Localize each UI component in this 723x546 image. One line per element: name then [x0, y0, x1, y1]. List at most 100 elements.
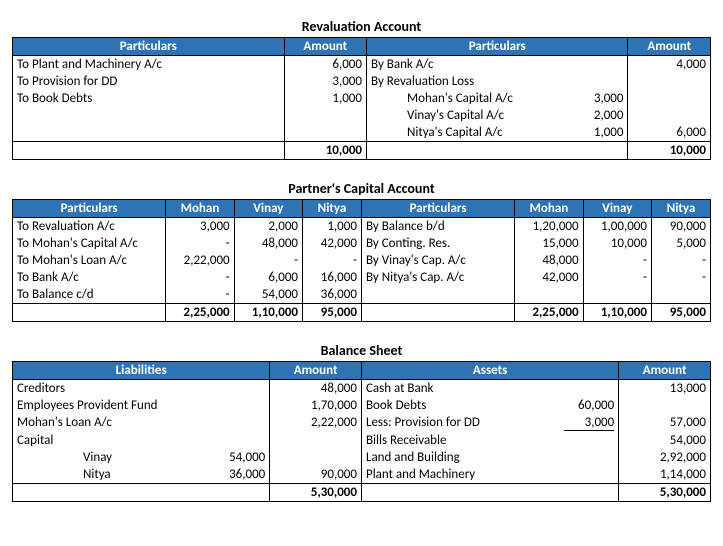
- cell: To Revaluation A/c: [13, 218, 166, 236]
- cell: Plant and Machinery: [361, 466, 551, 484]
- col-particulars: Particulars: [13, 200, 166, 218]
- cell: 1,14,000: [619, 466, 711, 484]
- cell: [270, 432, 362, 449]
- cell: 90,000: [651, 218, 710, 236]
- cell: 42,000: [515, 269, 583, 286]
- cell: By Conting. Res.: [361, 235, 514, 252]
- cell: To Plant and Machinery A/c: [13, 56, 214, 74]
- cell: 60,000: [552, 397, 619, 414]
- cell: [361, 286, 514, 304]
- cell: [552, 380, 619, 398]
- cell: 5,000: [651, 235, 710, 252]
- cell: [583, 286, 651, 304]
- cell: Vinay: [13, 449, 203, 466]
- cell: -: [583, 269, 651, 286]
- cell: -: [651, 252, 710, 269]
- cell: By Bank A/c: [367, 56, 568, 74]
- cell: Mohan's Loan A/c: [13, 414, 203, 432]
- cell: 36,000: [303, 286, 362, 304]
- col-liab: Liabilities: [13, 362, 270, 380]
- cell: 48,000: [270, 380, 362, 398]
- cell: 13,000: [619, 380, 711, 398]
- cell: 48,000: [515, 252, 583, 269]
- cell: 90,000: [270, 466, 362, 484]
- cell: By Nitya's Cap. A/c: [361, 269, 514, 286]
- cell: Mohan's Capital A/c: [367, 90, 568, 107]
- cell: By Vinay's Cap. A/c: [361, 252, 514, 269]
- cell: Land and Building: [361, 449, 551, 466]
- col-amount: Amount: [619, 362, 711, 380]
- capital-title: Partner's Capital Account: [12, 180, 711, 197]
- capital-table: Particulars Mohan Vinay Nitya Particular…: [12, 199, 711, 322]
- col-vinay: Vinay: [234, 200, 302, 218]
- cell: 57,000: [619, 414, 711, 432]
- col-amount: Amount: [270, 362, 362, 380]
- total: 5,30,000: [270, 484, 362, 502]
- revaluation-table: Particulars Amount Particulars Amount To…: [12, 37, 711, 160]
- cell: [651, 286, 710, 304]
- cell: Creditors: [13, 380, 203, 398]
- col-mohan: Mohan: [515, 200, 583, 218]
- cell: To Mohan's Loan A/c: [13, 252, 166, 269]
- cell: Cash at Bank: [361, 380, 551, 398]
- col-vinay: Vinay: [583, 200, 651, 218]
- cell: 2,000: [234, 218, 302, 236]
- col-particulars: Particulars: [367, 38, 628, 56]
- cell: Nitya: [13, 466, 203, 484]
- cell: -: [303, 252, 362, 269]
- cell: 10,000: [583, 235, 651, 252]
- cell: Book Debts: [361, 397, 551, 414]
- cell: 36,000: [203, 466, 270, 484]
- cell: 16,000: [303, 269, 362, 286]
- cell: -: [234, 252, 302, 269]
- col-assets: Assets: [361, 362, 618, 380]
- total: 95,000: [303, 304, 362, 322]
- cell: 1,000: [303, 218, 362, 236]
- cell: To Bank A/c: [13, 269, 166, 286]
- cell: By Revaluation Loss: [367, 73, 568, 90]
- col-nitya: Nitya: [651, 200, 710, 218]
- total: 1,10,000: [583, 304, 651, 322]
- cell: 54,000: [203, 449, 270, 466]
- cell: 48,000: [234, 235, 302, 252]
- cell: -: [166, 286, 234, 304]
- cell: To Provision for DD: [13, 73, 214, 90]
- cell: -: [166, 235, 234, 252]
- cell: 2,000: [568, 107, 628, 124]
- revaluation-title: Revaluation Account: [12, 18, 711, 35]
- cell: -: [166, 269, 234, 286]
- cell: 3,000: [568, 90, 628, 107]
- balance-title: Balance Sheet: [12, 342, 711, 359]
- cell: [552, 432, 619, 449]
- col-nitya: Nitya: [303, 200, 362, 218]
- cell: 42,000: [303, 235, 362, 252]
- cell: 3,000: [284, 73, 366, 90]
- balance-table: Liabilities Amount Assets Amount Credito…: [12, 361, 711, 502]
- col-particulars: Particulars: [361, 200, 514, 218]
- cell: 1,000: [568, 124, 628, 142]
- cell: [552, 449, 619, 466]
- cell: 54,000: [619, 432, 711, 449]
- cell: 1,000: [284, 90, 366, 107]
- cell: 1,20,000: [515, 218, 583, 236]
- cell: [619, 397, 711, 414]
- cell: To Book Debts: [13, 90, 214, 107]
- col-mohan: Mohan: [166, 200, 234, 218]
- cell: 2,92,000: [619, 449, 711, 466]
- total: 10,000: [628, 142, 711, 160]
- total: 1,10,000: [234, 304, 302, 322]
- total: 95,000: [651, 304, 710, 322]
- cell: [515, 286, 583, 304]
- col-amount: Amount: [284, 38, 366, 56]
- cell: 15,000: [515, 235, 583, 252]
- cell: To Balance c/d: [13, 286, 166, 304]
- cell: 2,22,000: [270, 414, 362, 432]
- cell: 3,000: [166, 218, 234, 236]
- cell: To Mohan's Capital A/c: [13, 235, 166, 252]
- total: 10,000: [284, 142, 366, 160]
- cell: -: [651, 269, 710, 286]
- cell: 54,000: [234, 286, 302, 304]
- total: 2,25,000: [515, 304, 583, 322]
- cell: Nitya's Capital A/c: [367, 124, 568, 142]
- cell: 6,000: [234, 269, 302, 286]
